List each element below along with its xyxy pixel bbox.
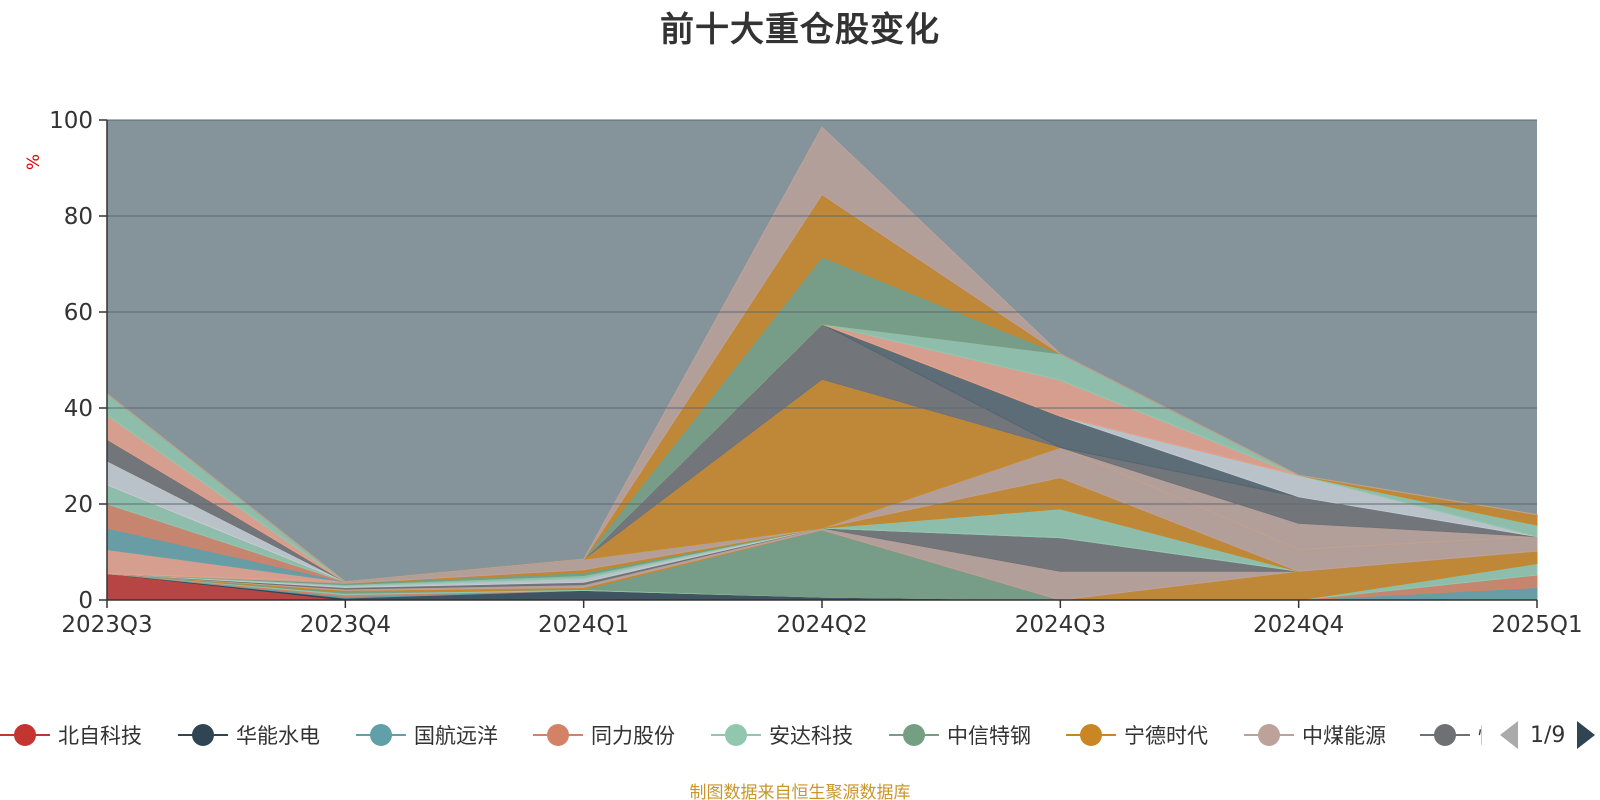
legend-marker-icon	[0, 723, 50, 747]
legend-marker-dot	[547, 724, 569, 746]
legend-marker-icon	[889, 723, 939, 747]
x-tick-label: 2024Q1	[538, 612, 629, 638]
legend-label: 安达科技	[769, 724, 853, 748]
chart-title: 前十大重仓股变化	[660, 10, 940, 50]
legend: 北自科技 华能水电 国航远洋 同力股份 安达科技 中信特钢 宁德时代 中煤能源 恒 1/9	[0, 718, 1600, 752]
x-tick-label: 2023Q4	[300, 612, 391, 638]
legend-items: 北自科技 华能水电 国航远洋 同力股份 安达科技 中信特钢 宁德时代 中煤能源 恒	[0, 718, 1482, 752]
legend-prev-page-icon[interactable]	[1500, 721, 1518, 749]
legend-item[interactable]: 北自科技	[0, 718, 142, 752]
y-tick-label: 80	[64, 204, 93, 230]
y-tick-label: 100	[49, 108, 93, 134]
legend-marker-dot	[1258, 724, 1280, 746]
legend-label: 华能水电	[236, 724, 320, 748]
legend-item[interactable]: 恒	[1420, 718, 1482, 752]
legend-marker-icon	[1420, 723, 1470, 747]
x-tick-label: 2024Q4	[1253, 612, 1344, 638]
x-tick-label: 2024Q2	[776, 612, 867, 638]
x-tick-label: 2023Q3	[61, 612, 152, 638]
legend-marker-dot	[14, 724, 36, 746]
y-tick-label: 60	[64, 300, 93, 326]
legend-pager: 1/9	[1500, 718, 1596, 752]
legend-item[interactable]: 国航远洋	[356, 718, 498, 752]
legend-marker-icon	[1066, 723, 1116, 747]
grid-lines	[107, 119, 1537, 505]
legend-marker-icon	[356, 723, 406, 747]
legend-item[interactable]: 中煤能源	[1244, 718, 1386, 752]
y-tick-label: 20	[64, 492, 93, 518]
legend-label: 宁德时代	[1124, 724, 1208, 748]
legend-marker-icon	[1244, 723, 1294, 747]
y-tick-label: 0	[78, 588, 93, 614]
y-tick-label: 40	[64, 396, 93, 422]
legend-item[interactable]: 中信特钢	[889, 718, 1031, 752]
series-areas	[106, 126, 1538, 601]
legend-marker-dot	[370, 724, 392, 746]
legend-item[interactable]: 同力股份	[533, 718, 675, 752]
axes: 0 20 40 60 80 100 2023Q3 2023Q4 2024Q1 2024Q2 2024…	[49, 108, 1583, 638]
x-tick-label: 2025Q1	[1491, 612, 1582, 638]
legend-marker-dot	[1434, 724, 1456, 746]
legend-label: 北自科技	[58, 724, 142, 748]
source-note: 制图数据来自恒生聚源数据库	[689, 783, 911, 800]
legend-next-page-icon[interactable]	[1577, 721, 1596, 749]
legend-marker-dot	[1080, 724, 1102, 746]
legend-marker-icon	[711, 723, 761, 747]
legend-marker-dot	[903, 724, 925, 746]
legend-label: 中信特钢	[947, 724, 1031, 748]
legend-marker-dot	[725, 724, 747, 746]
legend-marker-icon	[533, 723, 583, 747]
legend-label: 恒	[1478, 720, 1482, 750]
legend-item[interactable]: 宁德时代	[1066, 718, 1208, 752]
legend-marker-dot	[192, 724, 214, 746]
x-tick-label: 2024Q3	[1015, 612, 1106, 638]
legend-label: 同力股份	[591, 724, 675, 748]
legend-label: 中煤能源	[1302, 724, 1386, 748]
legend-item[interactable]: 安达科技	[711, 718, 853, 752]
legend-label: 国航远洋	[414, 724, 498, 748]
series-area-42	[106, 126, 1538, 583]
legend-page-indicator: 1/9	[1530, 722, 1566, 748]
legend-item[interactable]: 华能水电	[178, 718, 320, 752]
y-axis-unit-label: %	[24, 154, 44, 170]
legend-marker-icon	[178, 723, 228, 747]
